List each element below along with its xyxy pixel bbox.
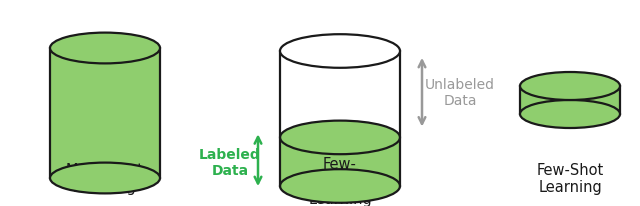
Ellipse shape <box>50 163 160 193</box>
Bar <box>280 138 400 186</box>
Bar <box>50 49 160 178</box>
Ellipse shape <box>280 169 400 203</box>
Text: Labeled
Data: Labeled Data <box>199 147 261 177</box>
Text: Many-Shot
Learning: Many-Shot Learning <box>66 162 144 194</box>
Ellipse shape <box>280 35 400 68</box>
Ellipse shape <box>520 73 620 101</box>
Text: Few-
Annotation
Learning: Few- Annotation Learning <box>300 156 380 206</box>
Text: Unlabeled
Data: Unlabeled Data <box>425 78 495 108</box>
Ellipse shape <box>50 33 160 64</box>
Text: Few-Shot
Learning: Few-Shot Learning <box>536 162 604 194</box>
Ellipse shape <box>520 101 620 128</box>
Ellipse shape <box>280 121 400 154</box>
Bar <box>280 52 400 186</box>
Bar <box>520 87 620 115</box>
